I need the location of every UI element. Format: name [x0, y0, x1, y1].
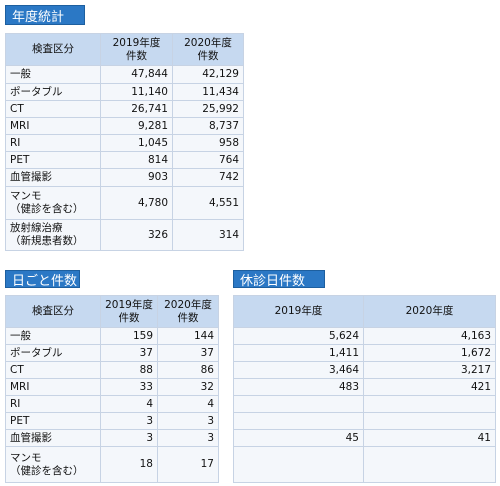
- cell: 903: [100, 168, 173, 187]
- header-cell: 2019年度 件数: [100, 295, 158, 328]
- cell: 483: [233, 378, 364, 396]
- cell: [363, 395, 496, 413]
- cell: 血管撮影: [5, 429, 101, 447]
- cell: 326: [100, 219, 173, 251]
- cell: 144: [157, 327, 219, 345]
- cell: PET: [5, 151, 101, 169]
- cell: 26,741: [100, 100, 173, 118]
- cell: RI: [5, 134, 101, 152]
- section-title: 休診日件数: [233, 270, 325, 289]
- header-cell: 検査区分: [5, 33, 101, 66]
- cell: 1,411: [233, 344, 364, 362]
- cell: 764: [172, 151, 244, 169]
- cell: [363, 446, 496, 483]
- cell: 4,780: [100, 186, 173, 220]
- cell: 37: [157, 344, 219, 362]
- section-title: 日ごと件数: [5, 270, 80, 289]
- cell: 4,163: [363, 327, 496, 345]
- cell: 3: [100, 412, 158, 430]
- cell: [233, 446, 364, 483]
- cell: 4: [157, 395, 219, 413]
- cell: 314: [172, 219, 244, 251]
- cell: 41: [363, 429, 496, 447]
- cell: 3: [100, 429, 158, 447]
- cell: 放射線治療 （新規患者数）: [5, 219, 101, 251]
- data-table: 検査区分 2019年度 件数 2020年度 件数 一般 159 144 ポータブル 37 37 C…: [5, 295, 219, 483]
- cell: 32: [157, 378, 219, 396]
- data-table: 2019年度 2020年度 5,624 4,163 1,411 1,672 3,464 3,2…: [233, 295, 496, 483]
- cell: PET: [5, 412, 101, 430]
- header-cell: 2019年度: [233, 295, 364, 328]
- header-cell: 2020年度 件数: [172, 33, 244, 66]
- cell: [363, 412, 496, 430]
- cell: 42,129: [172, 65, 244, 84]
- section-title: 年度統計: [5, 5, 85, 25]
- cell: 一般: [5, 65, 101, 84]
- cell: 421: [363, 378, 496, 396]
- cell: 88: [100, 361, 158, 379]
- cell: CT: [5, 361, 101, 379]
- header-cell: 検査区分: [5, 295, 101, 328]
- cell: CT: [5, 100, 101, 118]
- cell: マンモ （健診を含む）: [5, 446, 101, 483]
- cell: マンモ （健診を含む）: [5, 186, 101, 220]
- cell: ポータブル: [5, 83, 101, 101]
- cell: RI: [5, 395, 101, 413]
- cell: 血管撮影: [5, 168, 101, 187]
- cell: 11,434: [172, 83, 244, 101]
- cell: 1,045: [100, 134, 173, 152]
- cell: 9,281: [100, 117, 173, 135]
- cell: 5,624: [233, 327, 364, 345]
- cell: MRI: [5, 378, 101, 396]
- cell: 8,737: [172, 117, 244, 135]
- cell: 3: [157, 412, 219, 430]
- cell: 742: [172, 168, 244, 187]
- cell: 4: [100, 395, 158, 413]
- cell: 17: [157, 446, 219, 483]
- cell: 45: [233, 429, 364, 447]
- data-table: 検査区分 2019年度 件数 2020年度 件数一般 47,844 42,129 ポータブ…: [5, 33, 244, 251]
- cell: 47,844: [100, 65, 173, 84]
- cell: [233, 395, 364, 413]
- cell: 33: [100, 378, 158, 396]
- cell: 3: [157, 429, 219, 447]
- cell: [233, 412, 364, 430]
- cell: 11,140: [100, 83, 173, 101]
- cell: 958: [172, 134, 244, 152]
- cell: 37: [100, 344, 158, 362]
- cell: 4,551: [172, 186, 244, 220]
- cell: 25,992: [172, 100, 244, 118]
- cell: 159: [100, 327, 158, 345]
- cell: 814: [100, 151, 173, 169]
- header-cell: 2020年度 件数: [157, 295, 219, 328]
- cell: 1,672: [363, 344, 496, 362]
- header-cell: 2020年度: [363, 295, 496, 328]
- cell: 一般: [5, 327, 101, 345]
- cell: 86: [157, 361, 219, 379]
- cell: 3,217: [363, 361, 496, 379]
- cell: 3,464: [233, 361, 364, 379]
- cell: ポータブル: [5, 344, 101, 362]
- cell: 18: [100, 446, 158, 483]
- cell: MRI: [5, 117, 101, 135]
- header-cell: 2019年度 件数: [100, 33, 173, 66]
